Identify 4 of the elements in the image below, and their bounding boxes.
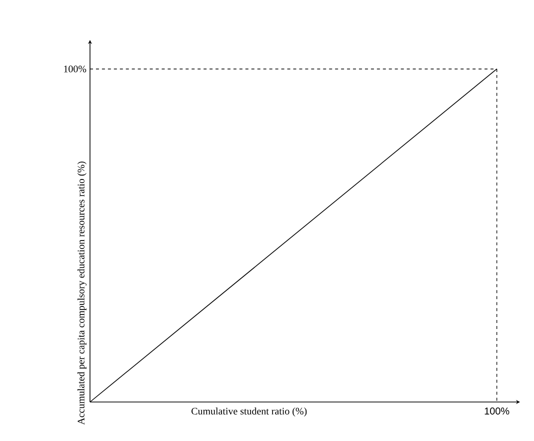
x-axis-title: Cumulative student ratio (%) bbox=[192, 408, 307, 417]
annotation: 100% bbox=[64, 66, 86, 72]
y-axis-title: Accumulated per capita compulsory education resources ratio (%) bbox=[77, 162, 86, 425]
text: 100% bbox=[484, 408, 510, 415]
